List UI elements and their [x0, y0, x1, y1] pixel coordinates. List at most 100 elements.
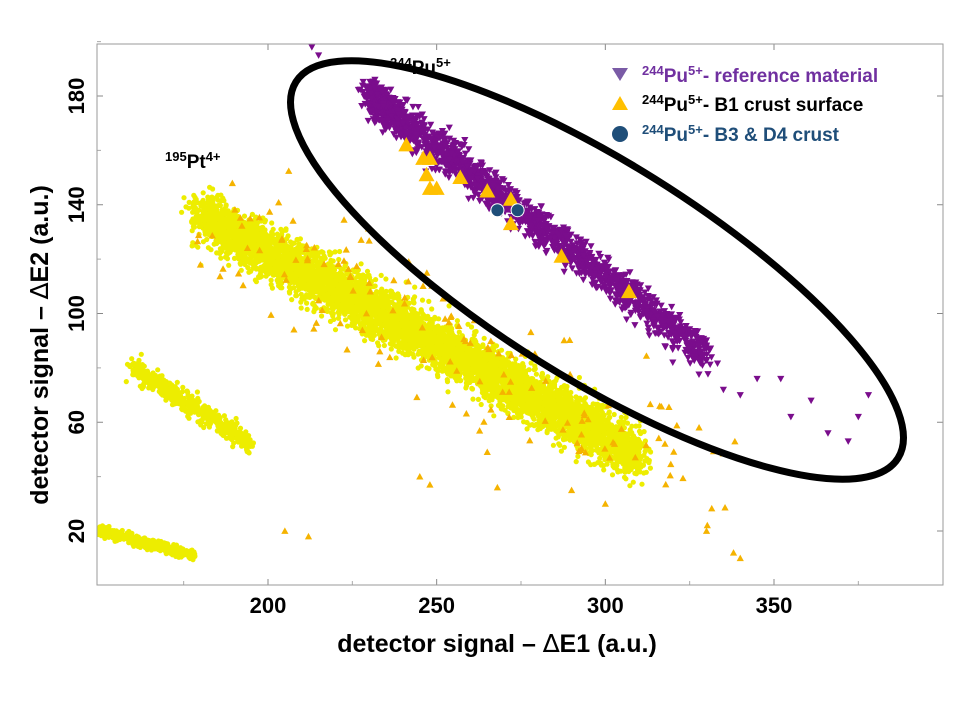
data-point — [362, 338, 368, 344]
data-point — [469, 386, 476, 392]
data-point — [179, 209, 185, 215]
data-point — [444, 379, 451, 385]
data-point — [630, 479, 636, 485]
data-point — [410, 298, 416, 304]
data-point — [269, 220, 275, 226]
data-point — [274, 231, 280, 237]
data-point — [360, 320, 366, 326]
data-point — [524, 426, 530, 432]
data-point — [220, 195, 226, 201]
data-point — [330, 258, 336, 264]
data-point — [337, 248, 343, 255]
data-point — [553, 428, 559, 434]
data-point — [319, 313, 325, 319]
data-point — [373, 277, 379, 283]
data-point — [246, 269, 252, 275]
data-point — [336, 256, 342, 263]
data-point — [428, 317, 434, 323]
data-point — [597, 455, 603, 461]
data-point — [478, 401, 484, 408]
data-point — [279, 229, 285, 235]
data-point — [226, 262, 232, 268]
data-point — [491, 413, 497, 419]
data-point — [530, 414, 536, 420]
data-point — [304, 306, 310, 312]
data-point — [297, 236, 303, 242]
data-point — [254, 265, 260, 271]
data-point — [524, 419, 530, 426]
data-point — [526, 367, 532, 373]
data-point — [289, 297, 295, 303]
data-point — [332, 327, 339, 333]
data-point — [352, 269, 358, 275]
data-point — [601, 467, 607, 473]
data-point — [647, 465, 654, 471]
data-point — [439, 325, 446, 331]
data-point — [286, 284, 292, 290]
data-point — [581, 397, 587, 404]
data-point — [390, 341, 396, 347]
data-point — [463, 385, 469, 391]
data-point — [551, 383, 558, 389]
data-point — [486, 398, 492, 404]
data-point — [393, 355, 399, 361]
data-point — [424, 365, 430, 371]
data-point — [609, 472, 616, 478]
data-point — [561, 444, 568, 450]
data-point — [559, 384, 565, 390]
data-point — [396, 348, 402, 354]
axis-ticks — [97, 41, 943, 585]
data-point — [623, 476, 629, 482]
data-point — [381, 342, 387, 349]
data-point — [412, 284, 418, 290]
background-points — [97, 167, 744, 563]
data-point — [288, 239, 294, 245]
data-point — [491, 347, 497, 354]
data-point — [319, 249, 325, 255]
data-point — [415, 365, 421, 371]
data-point — [327, 318, 334, 324]
data-point — [191, 205, 197, 212]
data-point — [304, 300, 310, 306]
data-point — [370, 293, 376, 300]
data-point — [610, 461, 616, 467]
data-point — [383, 276, 389, 282]
data-point — [473, 328, 479, 335]
data-point — [575, 453, 581, 459]
data-point — [215, 192, 221, 198]
data-point — [635, 467, 641, 474]
data-point — [429, 306, 435, 312]
data-point — [226, 238, 232, 244]
data-point — [223, 202, 229, 208]
data-point — [553, 435, 559, 441]
data-point — [241, 213, 248, 219]
data-point — [562, 436, 569, 442]
data-point — [342, 317, 349, 323]
data-point — [205, 245, 211, 251]
data-point — [218, 255, 224, 261]
data-point — [550, 442, 557, 448]
data-point — [516, 363, 522, 369]
data-point — [392, 330, 398, 336]
data-point — [618, 468, 624, 474]
data-point — [451, 333, 457, 339]
data-point — [563, 386, 569, 392]
data-point — [200, 190, 206, 196]
data-point — [537, 379, 543, 386]
data-point — [298, 305, 304, 311]
data-point — [293, 293, 299, 299]
data-point — [245, 265, 251, 271]
data-point — [210, 186, 216, 192]
data-point — [186, 199, 192, 205]
data-point — [521, 363, 527, 370]
data-point — [378, 272, 384, 278]
data-point — [576, 374, 583, 381]
data-point — [238, 267, 244, 273]
data-point — [426, 298, 432, 304]
data-point — [445, 389, 451, 395]
data-point — [468, 324, 475, 330]
data-point — [366, 302, 373, 308]
data-point — [539, 370, 545, 376]
data-point — [627, 483, 633, 489]
